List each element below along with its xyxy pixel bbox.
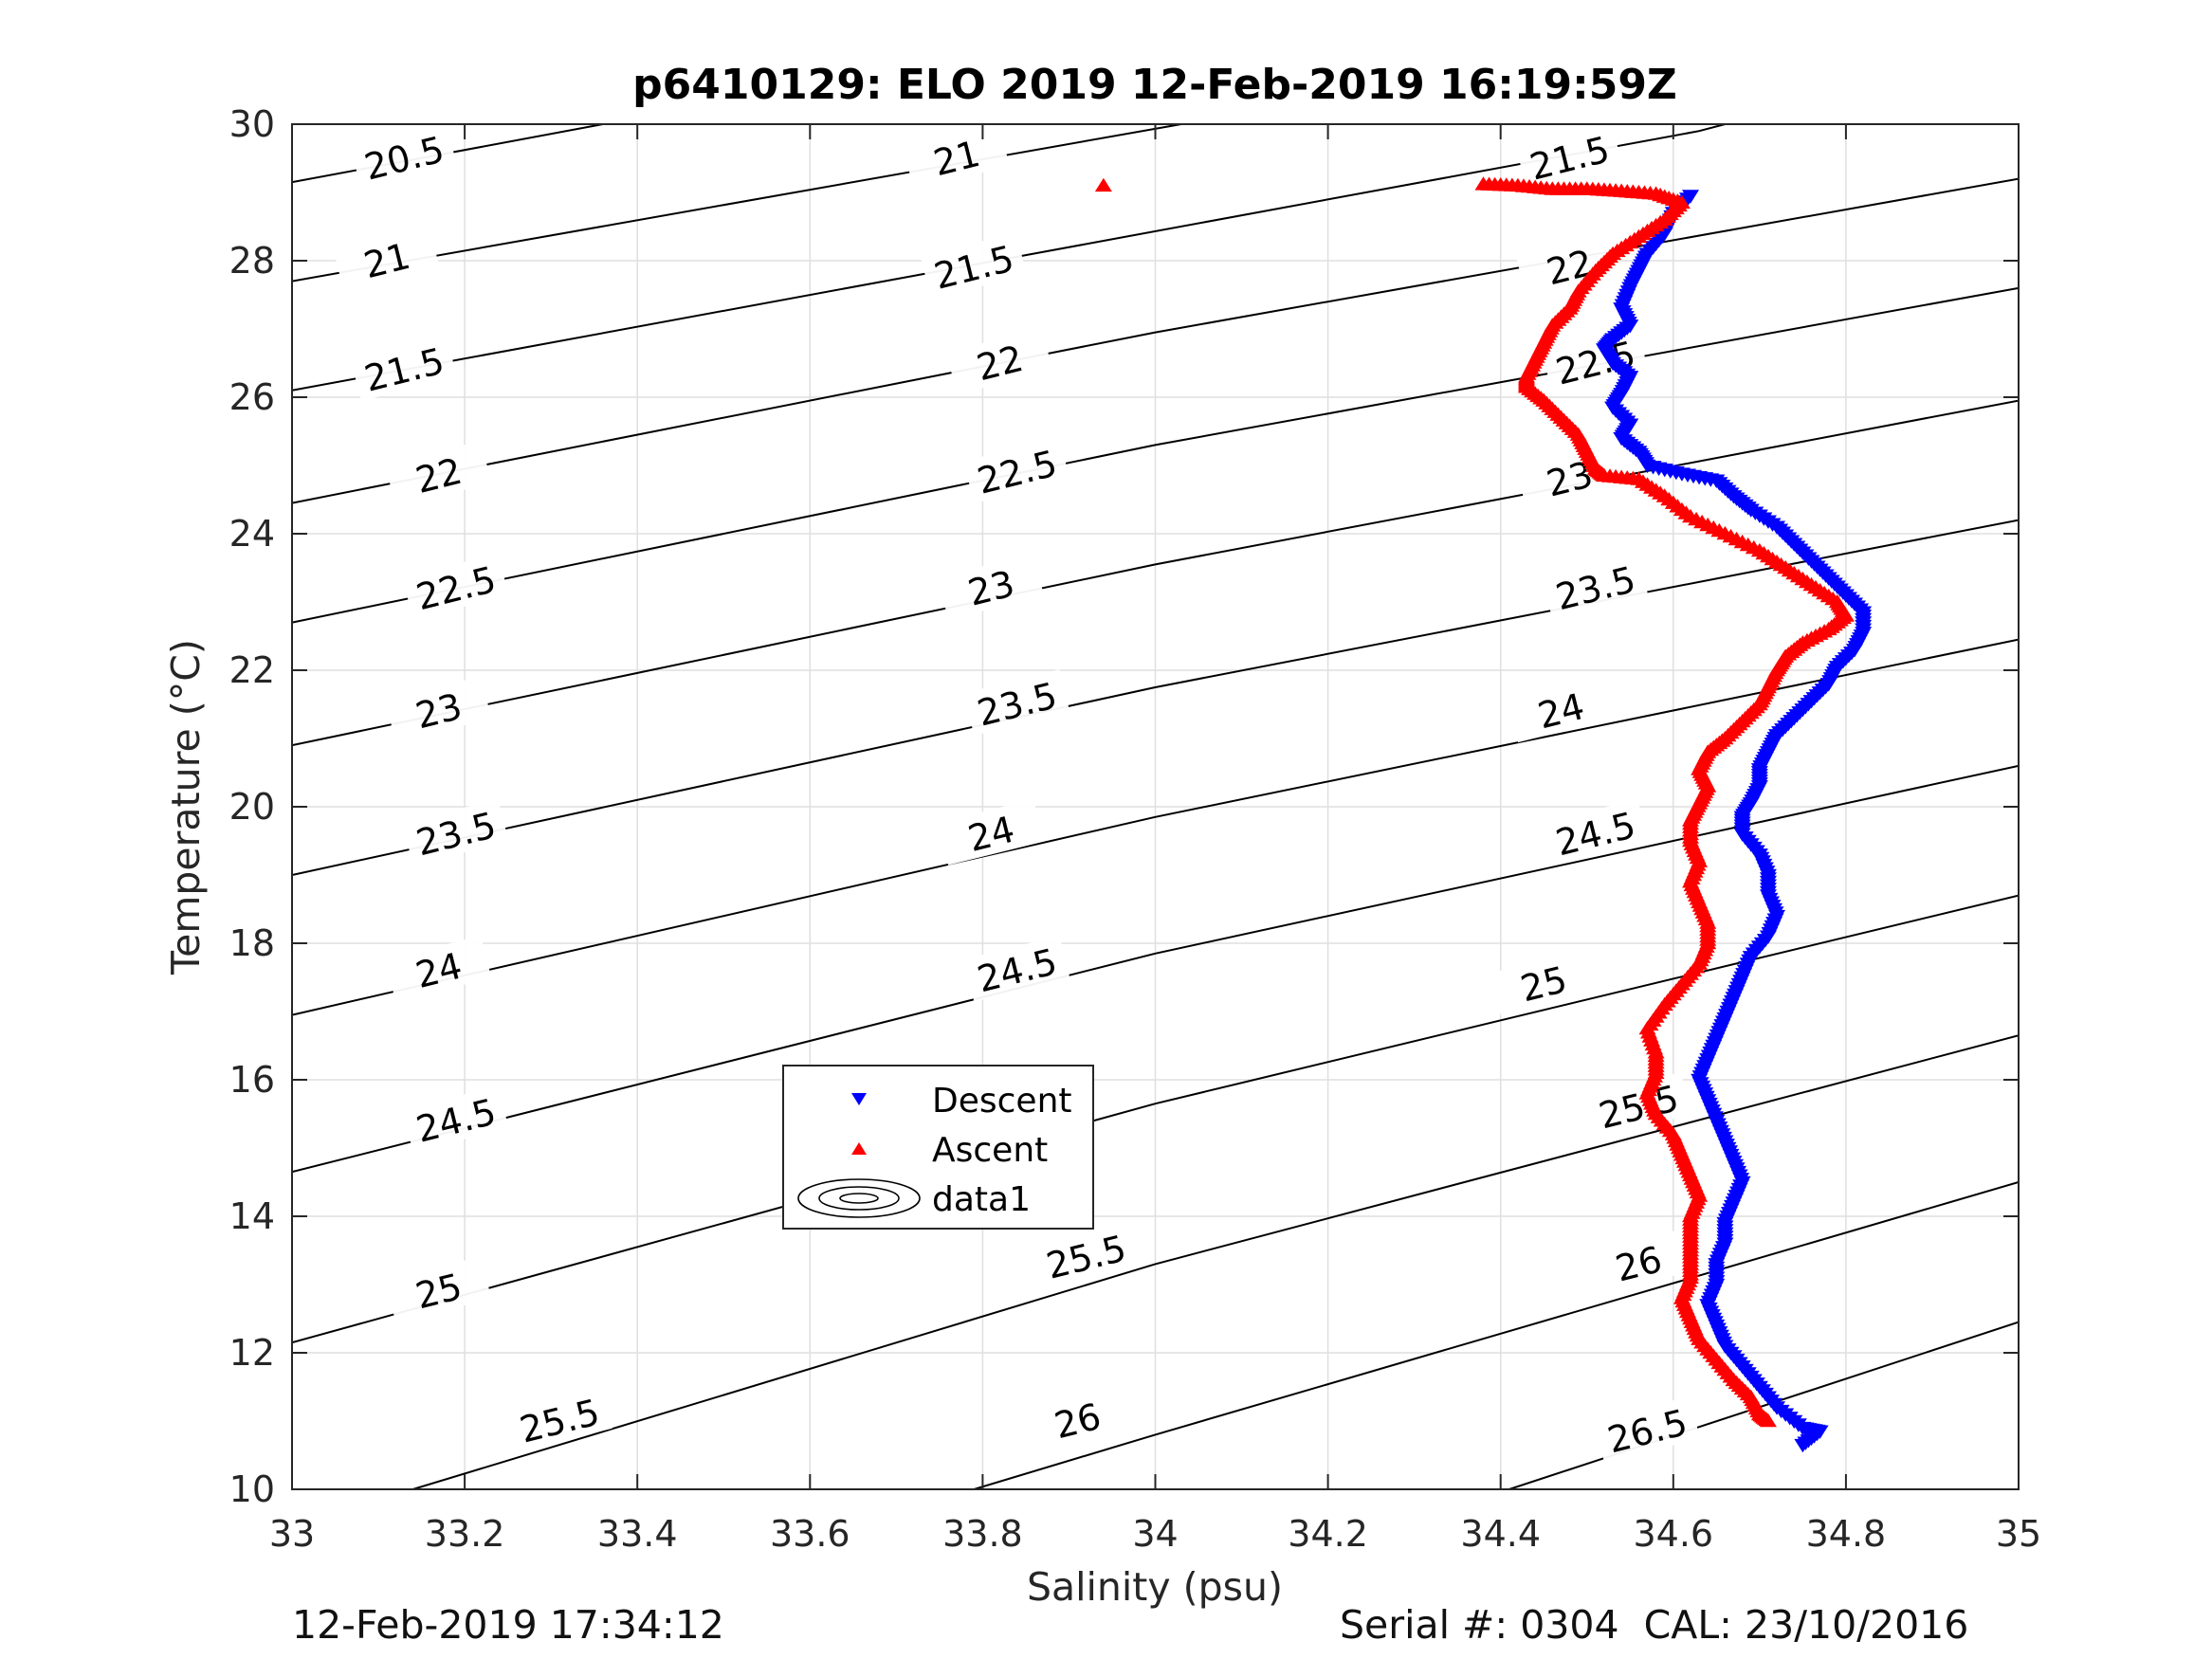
x-tick-label: 33.2	[425, 1513, 505, 1555]
y-tick-label: 16	[229, 1059, 275, 1101]
isopycnal-line-24-5	[292, 764, 2019, 1174]
y-tick-label: 10	[229, 1468, 275, 1510]
axis-ticks: 33 33.2 33.4 33.6 33.8 34 34.2 34.4 34.6 34.8 35 10…	[229, 103, 2042, 1555]
x-tick-label: 35	[1996, 1513, 2041, 1555]
legend-box	[782, 1065, 1094, 1230]
x-tick-label: 33	[269, 1513, 315, 1555]
isopycnal-label-background	[385, 935, 492, 1002]
isopycnal-label-background	[903, 123, 1010, 190]
legend-descent-marker	[851, 1093, 867, 1105]
y-tick-label: 28	[229, 240, 275, 282]
isopycnal-label-background	[385, 676, 492, 743]
isopycnal-line-24	[292, 638, 2019, 1016]
isopycnal-label-background	[1490, 949, 1597, 1016]
y-tick-label: 20	[229, 786, 275, 828]
x-tick-label: 34.8	[1806, 1513, 1887, 1555]
isopycnal-label-background	[1507, 676, 1614, 743]
footer-timestamp: 12-Feb-2019 17:34:12	[292, 1602, 724, 1648]
legend-descent-label: Descent	[932, 1082, 1072, 1121]
y-tick-label: 12	[229, 1332, 275, 1374]
isopycnal-line-21-5	[292, 124, 1726, 392]
isopycnal-line-25-5	[412, 1034, 2019, 1489]
isopycnal-line-23	[292, 399, 2019, 747]
isopycnal-label-background	[350, 335, 457, 402]
isopycnal-line-22-5	[292, 286, 2019, 624]
x-tick-label: 34.6	[1633, 1513, 1713, 1555]
chart-title: p6410129: ELO 2019 12-Feb-2019 16:19:59Z	[632, 61, 1677, 109]
descent-point	[1794, 1438, 1812, 1453]
isopycnal-label-background	[938, 553, 1045, 620]
isopycnal-line-26	[974, 1181, 2019, 1489]
x-axis-label: Salinity (psu)	[1027, 1564, 1283, 1610]
legend-contour-icon	[797, 1178, 921, 1218]
isopycnal-label-background	[1584, 1229, 1691, 1296]
legend-contour-label: data1	[932, 1180, 1031, 1219]
isopycnal-label-background	[1542, 328, 1649, 394]
isopycnal-label-background	[1033, 1222, 1140, 1289]
isopycnal-label-background	[505, 1386, 612, 1452]
isopycnal-label-background	[350, 123, 457, 190]
isopycnal-label-background	[1584, 1071, 1691, 1139]
isopycnal-label-background	[1024, 1386, 1131, 1452]
y-tick-label: 22	[229, 649, 275, 691]
isopycnal-label-background	[938, 798, 1045, 866]
x-tick-label: 33.8	[942, 1513, 1023, 1555]
footer-serial-cal: Serial #: 0304 CAL: 23/10/2016	[1340, 1602, 1969, 1648]
isopycnal-label-background	[920, 232, 1027, 300]
isopycnal-label-background	[1516, 232, 1623, 300]
isopycnal-label-background	[1542, 798, 1649, 866]
isopycnal-line-26-5	[1508, 1321, 2019, 1489]
isopycnal-label-background	[385, 1256, 492, 1323]
isopycnal-line-25	[292, 894, 2019, 1344]
legend[interactable]: Descent Ascent data1	[782, 1065, 1094, 1230]
isopycnal-label-background	[402, 553, 509, 620]
isopycnal-label-background	[1593, 1395, 1701, 1463]
isopycnal-label-background	[1542, 553, 1649, 620]
isopycnal-line-23-5	[292, 519, 2019, 876]
y-tick-label: 30	[229, 103, 275, 145]
y-tick-label: 14	[229, 1195, 275, 1237]
y-tick-label: 24	[229, 513, 275, 555]
ascent-series	[1094, 176, 1855, 1428]
legend-ascent-label: Ascent	[932, 1131, 1048, 1170]
y-tick-label: 26	[229, 376, 275, 418]
legend-ascent-marker	[851, 1142, 867, 1155]
isopycnal-label-background	[402, 1085, 509, 1153]
isopycnal-label-background	[963, 437, 1070, 504]
x-tick-label: 33.6	[770, 1513, 850, 1555]
ascent-point	[1759, 1413, 1777, 1428]
isopycnal-label-background	[385, 440, 492, 507]
isopycnal-line-21	[292, 124, 1181, 283]
ascent-point	[1094, 177, 1112, 192]
isopycnal-label-background	[333, 226, 440, 292]
x-tick-label: 34.2	[1288, 1513, 1368, 1555]
x-tick-label: 34	[1132, 1513, 1178, 1555]
x-tick-label: 34.4	[1460, 1513, 1541, 1555]
isopycnal-label-background	[402, 798, 509, 866]
x-tick-label: 33.4	[597, 1513, 678, 1555]
isopycnal-label-background	[946, 328, 1053, 394]
isopycnal-label-background	[1516, 123, 1623, 190]
y-axis-label: Temperature (°C)	[163, 639, 209, 975]
isopycnal-line-22	[292, 177, 2019, 504]
isopycnal-label-background	[963, 669, 1070, 736]
y-tick-label: 18	[229, 922, 275, 964]
isopycnal-label-background	[963, 935, 1070, 1002]
